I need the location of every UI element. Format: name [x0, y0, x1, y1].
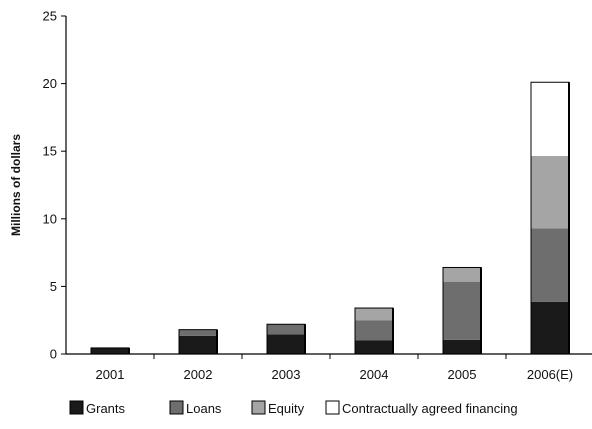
y-tick-label: 5 — [50, 279, 57, 294]
bar-segment — [531, 155, 569, 229]
bar-segment — [443, 267, 481, 282]
x-tick-label: 2001 — [96, 367, 125, 382]
legend-swatch — [69, 400, 84, 415]
bar-segment — [179, 335, 217, 354]
y-tick-label: 10 — [43, 211, 57, 226]
bar-segment — [531, 228, 569, 302]
bar-segment — [355, 320, 393, 341]
legend-swatch — [169, 400, 184, 415]
bar-segment — [91, 347, 129, 354]
x-tick-label: 2006(E) — [527, 367, 573, 382]
legend-label: Equity — [268, 401, 305, 416]
bar-segment — [531, 82, 569, 156]
legend-label: Grants — [86, 401, 126, 416]
bar-segment — [267, 324, 305, 335]
y-tick-label: 25 — [43, 9, 57, 24]
y-tick-label: 0 — [50, 347, 57, 362]
bar-segment — [179, 329, 217, 336]
legend-swatch — [325, 400, 340, 415]
bar-segment — [355, 308, 393, 321]
y-tick-label: 15 — [43, 144, 57, 159]
axes — [65, 16, 592, 355]
x-axis-ticks: 2001 2002 2003 2004 2005 2006(E) — [96, 354, 573, 382]
x-tick-label: 2003 — [272, 367, 301, 382]
legend: Grants Loans Equity Contractually agreed fi… — [69, 400, 518, 416]
legend-label: Loans — [186, 401, 222, 416]
bar-segment — [355, 340, 393, 354]
x-tick-label: 2002 — [184, 367, 213, 382]
bar-segment — [531, 301, 569, 354]
x-tick-label: 2004 — [360, 367, 389, 382]
legend-swatch — [251, 400, 266, 415]
y-axis-ticks: 0 5 10 15 20 25 — [43, 9, 66, 362]
bar-segment — [443, 339, 481, 354]
bar-segment — [267, 334, 305, 354]
y-tick-label: 20 — [43, 76, 57, 91]
legend-label: Contractually agreed financing — [342, 401, 518, 416]
bar-segment — [443, 281, 481, 340]
bars — [90, 81, 570, 355]
y-axis-title: Millions of dollars — [9, 134, 23, 236]
x-tick-label: 2005 — [448, 367, 477, 382]
